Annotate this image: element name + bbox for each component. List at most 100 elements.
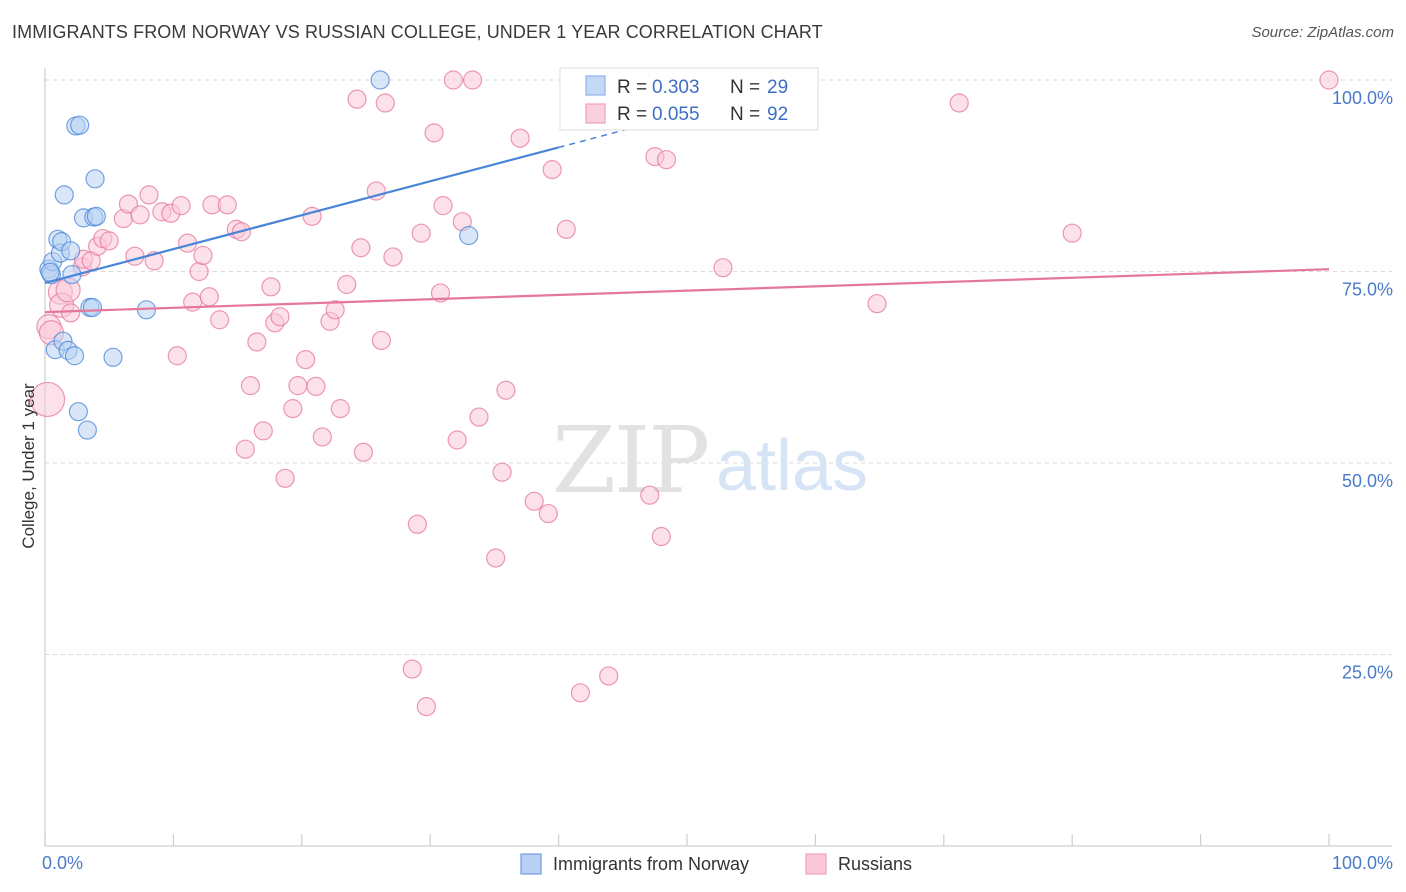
russians-point-15 <box>139 185 159 205</box>
x-tick-label-min: 0.0% <box>42 853 83 873</box>
x-tick-label-max: 100.0% <box>1332 853 1393 873</box>
russians-point-28 <box>217 195 237 215</box>
norway-trend-line <box>44 146 559 285</box>
russians-point-56 <box>402 659 422 679</box>
russians-point-64 <box>447 430 467 450</box>
russians-point-72 <box>524 491 544 511</box>
norway-point-26 <box>459 225 479 246</box>
stats-legend-r-russians: 0.055 <box>652 104 700 125</box>
watermark: ZIP atlas <box>552 407 868 514</box>
y-tick-label-2: 50.0% <box>1342 471 1393 491</box>
russians-point-46 <box>325 300 345 320</box>
watermark-atlas: atlas <box>716 426 868 506</box>
watermark-zip: ZIP <box>552 407 708 514</box>
norway-point-28 <box>40 262 60 282</box>
y-axis-label: College, Under 1 year <box>19 383 38 549</box>
russians-point-89 <box>1319 70 1339 90</box>
norway-point-25 <box>370 70 390 90</box>
russians-point-14 <box>130 205 150 225</box>
russians-point-61 <box>430 283 451 303</box>
stats-legend-swatch-norway <box>585 75 606 96</box>
source-credit: Source: ZipAtlas.com <box>1251 24 1394 41</box>
russians-point-4 <box>61 303 81 323</box>
bottom-legend-swatch-norway <box>520 853 542 875</box>
bottom-legend: Immigrants from Norway Russians <box>520 853 912 875</box>
y-tick-labels: 100.0% 75.0% 50.0% 25.0% <box>1332 88 1393 683</box>
russians-point-68 <box>486 548 506 568</box>
axes <box>44 68 1392 847</box>
norway-point-22 <box>86 206 106 226</box>
russians-point-74 <box>542 160 562 180</box>
bottom-legend-swatch-russians <box>805 853 827 875</box>
russians-points <box>29 70 1339 717</box>
russians-trend-line <box>44 268 1330 314</box>
russians-point-19 <box>167 346 187 366</box>
stats-legend-n-label-russians: N = <box>730 104 760 125</box>
russians-point-88 <box>1062 223 1082 243</box>
russians-point-51 <box>353 442 374 462</box>
russians-point-44 <box>312 427 332 447</box>
stats-legend-r-label-russians: R = <box>617 104 647 125</box>
russians-point-13 <box>125 246 145 266</box>
trend-lines <box>44 122 1330 314</box>
russians-point-27 <box>210 310 230 330</box>
russians-point-87 <box>949 93 969 113</box>
russians-point-59 <box>416 696 436 717</box>
x-tick-marks <box>44 834 1330 846</box>
russians-point-38 <box>275 468 295 488</box>
russians-point-76 <box>570 683 591 703</box>
russians-point-60 <box>424 123 444 143</box>
russians-point-70 <box>496 380 516 400</box>
russians-point-62 <box>433 196 453 216</box>
russians-point-35 <box>261 277 281 297</box>
russians-point-41 <box>296 349 316 370</box>
y-tick-label-3: 25.0% <box>1342 663 1393 683</box>
stats-legend-n-russians: 92 <box>767 104 788 125</box>
russians-point-73 <box>538 503 558 524</box>
russians-point-82 <box>656 150 677 170</box>
bottom-legend-label-norway: Immigrants from Norway <box>553 854 749 874</box>
russians-point-52 <box>366 181 386 201</box>
russians-point-86 <box>867 294 887 314</box>
russians-point-31 <box>235 439 255 459</box>
norway-point-21 <box>85 169 105 189</box>
norway-point-14 <box>70 115 90 135</box>
norway-point-17 <box>77 420 97 440</box>
russians-point-55 <box>383 247 403 267</box>
stats-legend-n-label-norway: N = <box>730 77 760 98</box>
russians-point-75 <box>556 219 576 239</box>
russians-point-47 <box>330 399 350 419</box>
stats-legend-n-norway: 29 <box>767 77 788 98</box>
russians-point-54 <box>375 93 395 113</box>
russians-point-50 <box>351 238 371 258</box>
russians-point-39 <box>283 399 303 419</box>
russians-point-71 <box>510 128 530 148</box>
russians-point-32 <box>240 376 261 396</box>
russians-point-58 <box>411 223 431 243</box>
russians-point-84 <box>713 258 733 278</box>
russians-point-23 <box>189 261 209 282</box>
y-tick-label-1: 75.0% <box>1342 280 1393 300</box>
russians-point-0 <box>29 381 66 418</box>
stats-legend-swatch-russians <box>585 103 606 124</box>
russians-point-57 <box>407 514 427 534</box>
chart-title: IMMIGRANTS FROM NORWAY VS RUSSIAN COLLEG… <box>12 22 823 42</box>
russians-point-40 <box>288 376 308 396</box>
russians-point-20 <box>171 196 191 216</box>
russians-point-81 <box>651 526 671 547</box>
russians-point-24 <box>193 245 213 266</box>
y-tick-label-0: 100.0% <box>1332 88 1393 108</box>
russians-point-34 <box>253 421 273 441</box>
russians-point-77 <box>599 666 619 686</box>
stats-legend: R = 0.303 N = 29 R = 0.055 N = 92 <box>559 67 819 131</box>
russians-point-33 <box>247 332 267 352</box>
russians-point-66 <box>462 70 483 90</box>
norway-point-8 <box>54 185 74 205</box>
russians-point-69 <box>492 462 512 482</box>
stats-legend-r-norway: 0.303 <box>652 77 700 98</box>
russians-point-25 <box>199 287 219 307</box>
russians-point-49 <box>347 89 367 109</box>
russians-point-63 <box>443 70 463 90</box>
norway-point-15 <box>68 402 88 422</box>
